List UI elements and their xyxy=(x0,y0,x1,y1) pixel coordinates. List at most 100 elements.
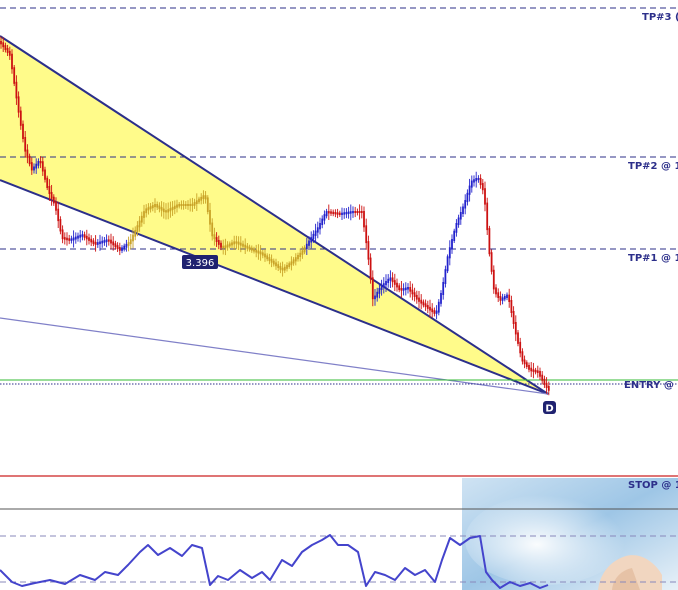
candle-body xyxy=(41,161,44,172)
candle-body xyxy=(382,283,385,288)
candle-body xyxy=(543,378,546,385)
candle-body xyxy=(15,81,18,99)
candle-body xyxy=(400,288,403,291)
candle-body xyxy=(127,242,130,246)
candle-body xyxy=(437,301,440,313)
candle-body xyxy=(426,305,429,309)
candle-body xyxy=(165,210,167,213)
candle-body xyxy=(305,243,308,250)
candle-body xyxy=(336,212,339,215)
candle-body xyxy=(81,234,84,237)
candle-body xyxy=(473,179,475,183)
candle-body xyxy=(253,248,255,252)
candle-body xyxy=(123,245,126,250)
candle-body xyxy=(468,185,471,195)
candle-body xyxy=(528,365,530,370)
candle-body xyxy=(44,169,46,180)
candle-body xyxy=(209,210,211,225)
candle-body xyxy=(413,292,416,297)
level-label-tp2: TP#2 @ 1 xyxy=(628,161,678,172)
candle-body xyxy=(429,306,431,311)
candle-body xyxy=(24,137,27,152)
candle-body xyxy=(220,242,222,248)
candle-body xyxy=(79,234,82,238)
candle-body xyxy=(310,237,313,243)
candle-body xyxy=(349,211,352,214)
candle-body xyxy=(101,240,104,244)
candle-body xyxy=(162,208,165,213)
candle-body xyxy=(99,241,101,245)
candle-body xyxy=(182,204,185,206)
candle-body xyxy=(418,297,420,302)
candle-body xyxy=(250,247,253,251)
candle-body xyxy=(259,251,262,255)
candle-body xyxy=(189,204,192,206)
candle-body xyxy=(169,208,172,212)
candle-body xyxy=(193,202,196,206)
candle-body xyxy=(396,282,398,288)
candle-body xyxy=(46,177,49,188)
candle-body xyxy=(105,239,108,243)
candle-body xyxy=(440,293,442,304)
candle-body xyxy=(420,299,423,304)
candle-body xyxy=(255,249,258,253)
candle-body xyxy=(343,212,346,215)
candle-body xyxy=(512,311,515,324)
candle-body xyxy=(281,267,284,271)
candle-body xyxy=(444,269,447,284)
candle-body xyxy=(136,225,139,232)
candle-body xyxy=(90,238,93,243)
candle-body xyxy=(140,215,143,223)
candle-body xyxy=(464,200,467,209)
candle-body xyxy=(8,50,11,56)
candle-body xyxy=(59,219,62,232)
candle-body xyxy=(286,265,288,269)
candle-body xyxy=(198,198,200,203)
candle-body xyxy=(215,237,218,242)
candle-body xyxy=(321,218,324,225)
candle-body xyxy=(312,233,315,240)
candle-body xyxy=(433,310,436,314)
candle-body xyxy=(352,211,354,214)
background-thumbnail-image xyxy=(462,478,678,590)
candle-body xyxy=(195,200,198,204)
candle-body xyxy=(319,223,321,230)
candle-body xyxy=(488,228,491,255)
candle-body xyxy=(462,206,464,214)
candle-body xyxy=(510,300,513,313)
candle-body xyxy=(517,332,519,344)
candle-body xyxy=(325,211,328,217)
candle-body xyxy=(360,211,363,213)
candle-body xyxy=(270,258,273,263)
candle-body xyxy=(48,186,51,194)
candle-body xyxy=(316,227,319,233)
oscillator-line xyxy=(0,534,549,589)
candle-body xyxy=(356,211,359,213)
candle-body xyxy=(231,242,233,246)
candle-body xyxy=(539,370,541,377)
trade-level-lines: TP#3 (TP#2 @ 1 TP#1 @ 1 ENTRY @ 1 STOP @ 1 xyxy=(0,7,678,583)
candle-body xyxy=(523,359,526,365)
candle-body xyxy=(0,41,2,45)
candle-body xyxy=(409,287,412,292)
candle-body xyxy=(200,196,203,201)
candle-body xyxy=(22,123,24,139)
ratio-badge: 3.396 xyxy=(182,255,218,269)
level-label-tp3: TP#3 ( xyxy=(642,12,678,23)
candle-body xyxy=(272,260,275,265)
candle-body xyxy=(178,204,181,207)
candle-body xyxy=(499,296,502,301)
candle-body xyxy=(288,263,291,267)
candle-body xyxy=(125,243,128,248)
candle-body xyxy=(347,211,350,214)
candle-body xyxy=(508,294,511,302)
candle-body xyxy=(83,234,86,238)
candle-body xyxy=(525,362,528,367)
candle-body xyxy=(334,212,337,215)
candle-body xyxy=(171,206,174,211)
candle-body xyxy=(103,240,106,243)
candle-body xyxy=(308,240,310,246)
candle-body xyxy=(514,322,517,335)
candle-body xyxy=(387,278,390,283)
